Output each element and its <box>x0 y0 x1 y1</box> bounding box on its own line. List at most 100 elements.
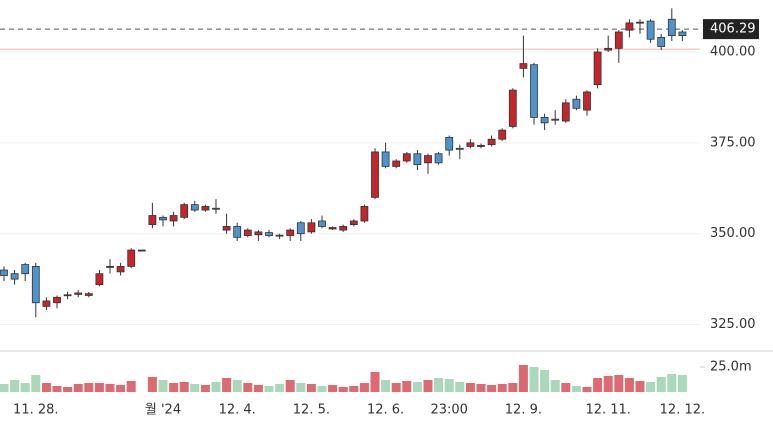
candle-body <box>614 31 623 49</box>
y-tick-label: 400.00 <box>710 44 756 59</box>
volume-bar <box>518 365 528 392</box>
volume-bar <box>444 379 454 392</box>
volume-tick-label: 25.0m <box>710 360 752 375</box>
candle-body <box>636 21 644 24</box>
candle-body <box>328 227 337 230</box>
candle-body <box>551 118 560 121</box>
volume-bar <box>412 382 422 392</box>
volume-bar <box>582 387 592 392</box>
volume-bar <box>677 375 687 392</box>
candle-body <box>455 147 464 150</box>
candle-body <box>349 220 358 226</box>
candle-body <box>296 222 305 235</box>
volume-bar <box>200 385 210 392</box>
volume-bar <box>211 382 221 392</box>
candle-body <box>466 142 475 147</box>
candle-body <box>254 231 263 236</box>
volume-bar <box>571 386 581 392</box>
candle-body <box>360 206 369 222</box>
volume-bar <box>264 386 274 392</box>
y-tick-label: 350.00 <box>710 226 756 241</box>
volume-bar <box>497 384 507 392</box>
candle-body <box>180 204 189 218</box>
candle-body <box>646 20 655 40</box>
candle-body <box>402 153 411 162</box>
candle-body <box>657 37 666 47</box>
volume-bar <box>317 386 327 392</box>
x-tick-label: 12. 12. <box>660 403 705 418</box>
volume-bar <box>147 377 157 392</box>
volume-bar <box>296 383 306 392</box>
candle-body <box>286 229 295 236</box>
volume-bar <box>614 375 624 392</box>
candle-body <box>604 47 613 51</box>
candle-body <box>381 151 390 167</box>
candle-body <box>190 204 199 211</box>
candle-body <box>572 98 581 109</box>
volume-bar <box>349 386 359 392</box>
volume-bar <box>73 384 83 392</box>
candle-body <box>318 220 326 227</box>
volume-bar <box>381 380 391 392</box>
x-tick-label: 12. 9. <box>505 403 542 418</box>
candle-body <box>413 153 422 166</box>
candle-body <box>212 207 220 210</box>
volume-bar <box>105 384 115 392</box>
volume-bar <box>52 386 62 392</box>
candle-body <box>201 206 210 211</box>
volume-bar <box>487 385 497 392</box>
candle-body <box>159 216 167 221</box>
candle-body <box>169 215 178 222</box>
volume-bar <box>306 384 316 392</box>
volume-bar <box>275 384 285 392</box>
volume-bar <box>391 383 401 392</box>
volume-bar <box>190 384 200 392</box>
volume-bar <box>370 372 380 392</box>
volume-bar <box>94 383 104 392</box>
candle-body <box>95 273 104 285</box>
candle-body <box>392 160 401 167</box>
x-tick-label: 11. 28. <box>13 403 58 418</box>
volume-bar <box>41 383 51 392</box>
volume-bar <box>20 383 30 392</box>
volume-bar <box>232 380 242 392</box>
candle-body <box>243 229 252 236</box>
volume-bar <box>465 383 475 392</box>
volume-bar <box>635 381 645 392</box>
volume-bar <box>402 381 412 392</box>
x-tick-label: 12. 11. <box>585 403 630 418</box>
candle-body <box>127 249 136 267</box>
candle-body <box>21 264 30 275</box>
x-tick-label: 12. 6. <box>367 403 404 418</box>
candle-body <box>53 296 61 304</box>
candle-body <box>530 64 538 118</box>
candle-body <box>445 136 454 151</box>
candle-body <box>678 31 687 37</box>
candle-body <box>84 293 93 296</box>
volume-bar <box>593 378 603 392</box>
candle-body <box>339 226 348 231</box>
volume-bar <box>338 387 348 392</box>
candle-body <box>116 266 125 273</box>
volume-bar <box>476 384 486 392</box>
candle-body <box>74 292 83 295</box>
x-tick-label: 월 '24 <box>145 403 181 418</box>
volume-bar <box>31 375 41 392</box>
volume-bar <box>63 387 73 392</box>
y-tick-label: 375.00 <box>710 135 756 150</box>
candle-body <box>540 116 549 124</box>
candle-body <box>424 155 432 164</box>
volume-bar <box>540 370 550 392</box>
candle-body <box>307 222 316 233</box>
candle-body <box>583 91 591 111</box>
candle-body <box>625 22 634 31</box>
volume-bar <box>285 380 295 392</box>
volume-bar <box>359 383 369 392</box>
volume-bar <box>179 382 189 392</box>
candle-body <box>508 89 517 127</box>
candle-body <box>561 102 570 122</box>
volume-bar <box>243 383 253 392</box>
candle-body <box>477 144 485 147</box>
